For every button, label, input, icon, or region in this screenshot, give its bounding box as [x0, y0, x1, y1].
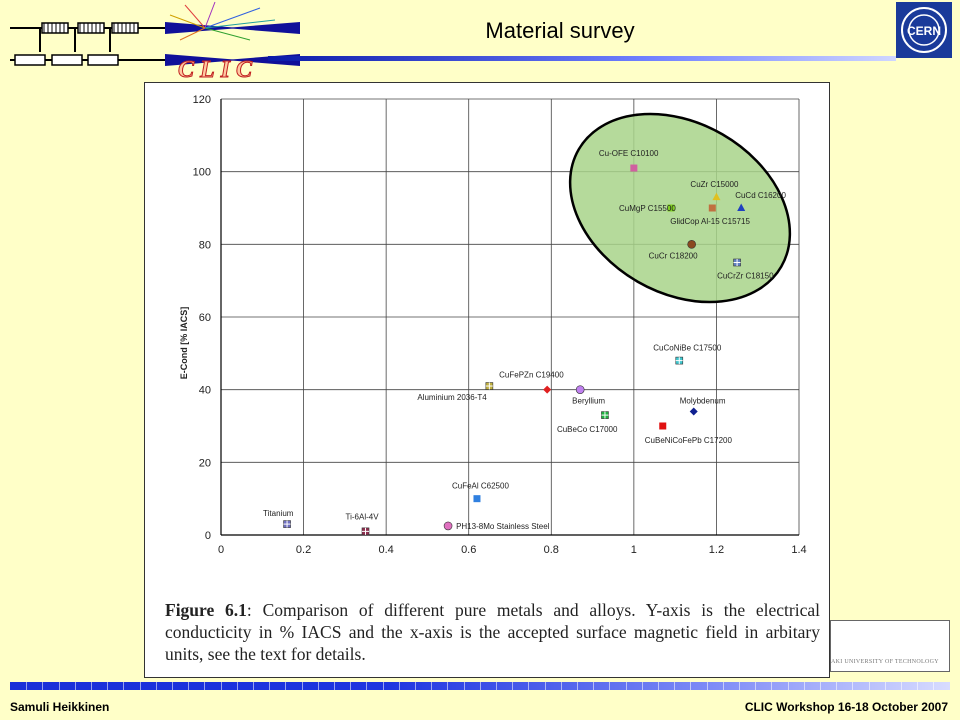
- point-label: GlidCop Al-15 C15715: [670, 217, 750, 226]
- y-tick-label: 120: [193, 94, 211, 106]
- point-label: Titanium: [263, 509, 294, 518]
- point-label: CuCoNiBe C17500: [653, 344, 722, 353]
- point-label: Ti-6Al-4V: [346, 512, 380, 521]
- chart-axes: 0 0.2 0.4 0.6 0.8 1 1.2 1.4 0 20 40 60 80 100 120: [193, 94, 807, 556]
- y-tick-label: 40: [199, 385, 211, 397]
- data-point: CuZr C15000: [690, 180, 739, 201]
- data-point: CuBeCo C17000: [557, 411, 618, 434]
- side-logo-text: AKI UNIVERSITY OF TECHNOLOGY: [831, 659, 939, 665]
- point-marker: [473, 495, 481, 503]
- x-tick-label: 1: [631, 544, 637, 556]
- point-marker: [667, 204, 675, 212]
- chart-points: Titanium Ti-6Al-4V PH13-8Mo Stainless Stee…: [263, 149, 786, 536]
- point-label: PH13-8Mo Stainless Steel: [456, 522, 550, 531]
- x-tick-label: 1.4: [791, 544, 806, 556]
- data-point: Cu-OFE C10100: [599, 149, 659, 172]
- caption-text: : Comparison of different pure metals an…: [165, 600, 820, 664]
- data-point: PH13-8Mo Stainless Steel: [443, 521, 550, 531]
- footer-event: CLIC Workshop 16-18 October 2007: [744, 700, 948, 714]
- data-point: CuBeNiCoFePb C17200: [645, 422, 733, 445]
- data-point: CuMgP C15500: [619, 204, 676, 213]
- data-point: CuCd C16200: [735, 191, 786, 211]
- point-marker: [630, 164, 638, 172]
- data-point: Molybdenum: [680, 396, 726, 416]
- cern-logo: CERN: [896, 2, 952, 58]
- data-point: Ti-6Al-4V: [346, 512, 380, 536]
- header-stripe: [268, 56, 896, 61]
- point-label: Cu-OFE C10100: [599, 149, 659, 158]
- point-marker: [737, 203, 746, 211]
- page-title: Material survey: [485, 18, 635, 43]
- point-label: CuCd C16200: [735, 191, 786, 200]
- x-tick-label: 0: [218, 544, 224, 556]
- point-marker: [659, 422, 667, 430]
- data-point: Titanium: [263, 509, 294, 528]
- data-point: CuFeAl C62500: [452, 482, 509, 503]
- data-point: CuFePZn C19400: [499, 371, 564, 394]
- y-tick-label: 0: [205, 530, 211, 542]
- point-marker: [689, 407, 698, 416]
- x-tick-label: 0.8: [544, 544, 559, 556]
- point-marker: [708, 204, 716, 212]
- point-marker: [712, 192, 721, 201]
- point-label: CuCr C18200: [649, 251, 698, 260]
- point-label: CuFeAl C62500: [452, 482, 509, 491]
- y-tick-label: 100: [193, 167, 211, 179]
- footer-author: Samuli Heikkinen: [10, 700, 110, 714]
- highlight-ellipse: [568, 112, 792, 304]
- figure-caption: Figure 6.1: Comparison of different pure…: [165, 599, 820, 665]
- y-axis-label: E-Cond [% IACS]: [179, 307, 189, 380]
- x-tick-label: 0.4: [378, 544, 393, 556]
- x-tick-label: 1.2: [709, 544, 724, 556]
- footer-stripe: [10, 682, 950, 690]
- point-label: CuCrZr C18150: [717, 272, 774, 281]
- point-marker: [575, 385, 585, 394]
- clic-logo-text: CLIC: [178, 57, 258, 82]
- point-label: CuZr C15000: [690, 180, 739, 189]
- data-point: Beryllium: [572, 385, 605, 406]
- data-point: Aluminium 2036-T4: [417, 382, 494, 402]
- point-marker: [543, 385, 552, 394]
- data-point: CuCr C18200: [649, 240, 698, 260]
- scatter-chart: 0 0.2 0.4 0.6 0.8 1 1.2 1.4 0 20 40 60 80 100 120 E-Co…: [179, 94, 807, 556]
- point-marker: [687, 240, 696, 249]
- y-tick-label: 60: [199, 312, 211, 324]
- data-point: CuCrZr C18150: [717, 258, 774, 281]
- point-label: CuBeNiCoFePb C17200: [645, 436, 733, 445]
- point-label: Beryllium: [572, 397, 605, 406]
- data-point: GlidCop Al-15 C15715: [670, 204, 750, 226]
- y-tick-label: 80: [199, 239, 211, 251]
- y-tick-label: 20: [199, 457, 211, 469]
- side-logo-box: AKI UNIVERSITY OF TECHNOLOGY: [830, 620, 950, 672]
- data-point: CuCoNiBe C17500: [653, 344, 722, 365]
- point-label: CuMgP C15500: [619, 204, 676, 213]
- x-tick-label: 0.2: [296, 544, 311, 556]
- point-label: Molybdenum: [680, 396, 726, 405]
- point-marker: [443, 521, 453, 531]
- clic-logo: CLIC: [10, 1, 300, 82]
- cern-logo-text: CERN: [907, 24, 941, 38]
- point-label: CuBeCo C17000: [557, 425, 618, 434]
- point-label: Aluminium 2036-T4: [417, 393, 487, 402]
- caption-label: Figure 6.1: [165, 600, 247, 620]
- figure-panel: 0 0.2 0.4 0.6 0.8 1 1.2 1.4 0 20 40 60 80 100 120 E-Co…: [144, 82, 830, 678]
- point-label: CuFePZn C19400: [499, 371, 564, 380]
- x-tick-label: 0.6: [461, 544, 476, 556]
